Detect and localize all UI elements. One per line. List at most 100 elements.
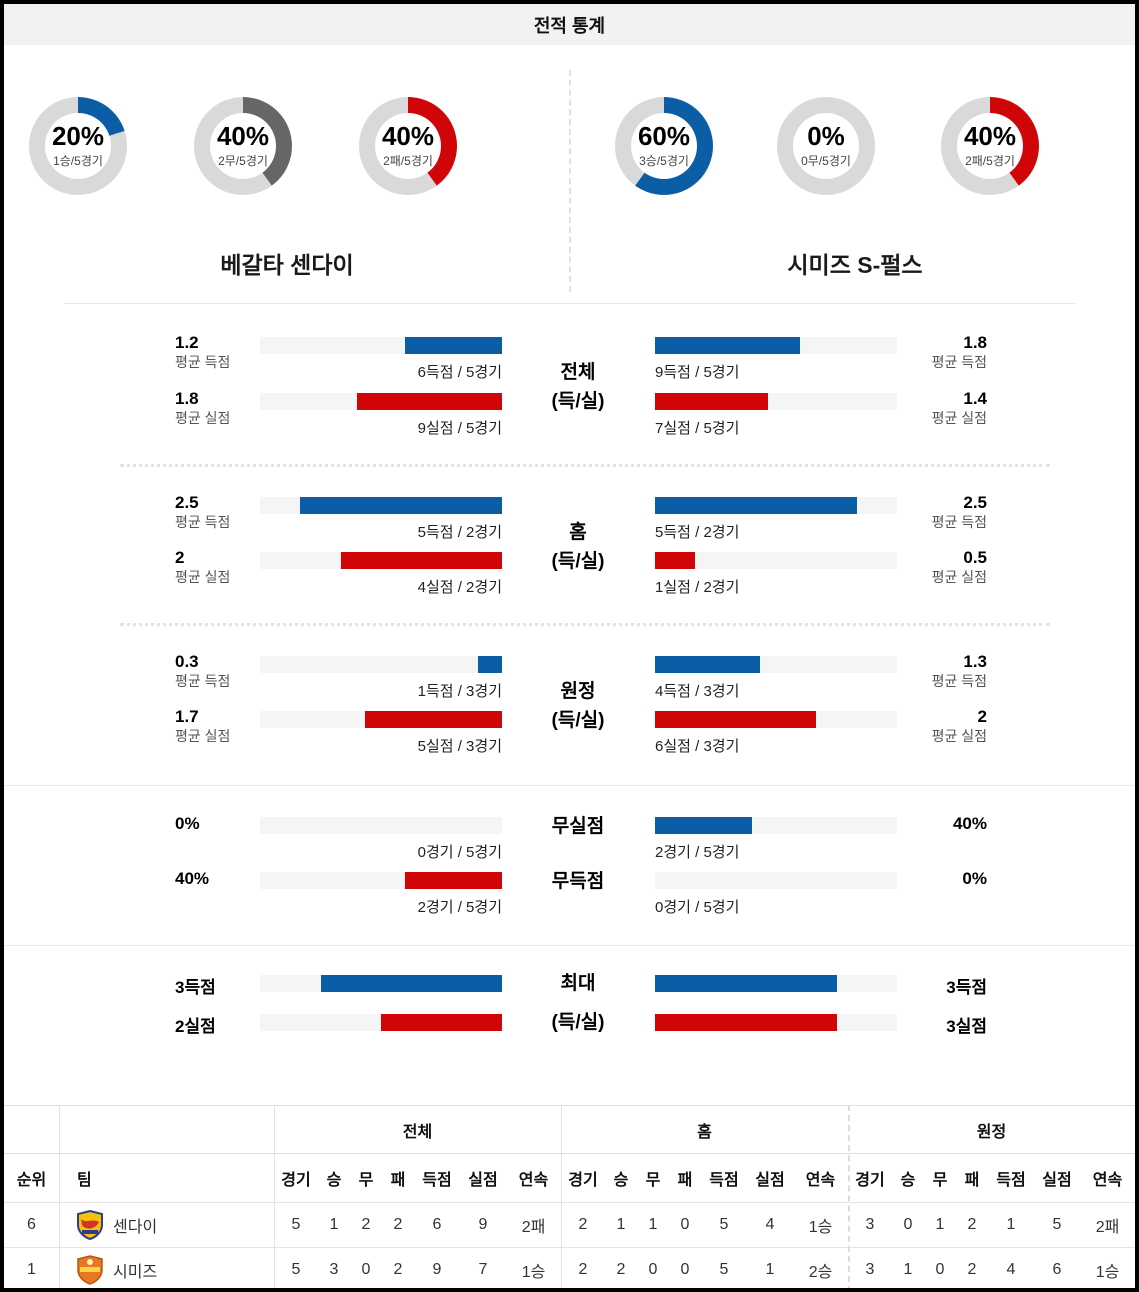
stat-cell: 실점 [468,1172,498,1189]
section-max-label: 최대 [560,973,596,994]
donut-home-loss: 40% 2패/5경기 [359,97,457,195]
away-max-conceded-label: 3실점 [946,1017,987,1036]
stat-cell: 경기 [568,1172,598,1189]
stat-cell: 승 [326,1172,342,1189]
stat-cell: 1승 [1095,1264,1120,1281]
donut-percent: 20% [51,121,105,151]
away-total-conceded-value: 1.4 평균 실점 [931,389,987,426]
home-max-scored-bar [260,975,502,992]
table-column-header-row: 순위 팀 경기 승 무 패 득점 실점 연속 경기 승 무 패 득점 실점 연속 경기 승 무 패 득점 실점 연속 [4,1153,1135,1202]
stat-cell: 9 [432,1261,442,1278]
team-link-shimizu[interactable]: 시미즈 [59,1255,274,1285]
section-away-label2: (득/실) [551,710,605,731]
stat-cell: 0 [680,1261,690,1278]
stat-cell: 승 [900,1172,916,1189]
separator [64,303,1075,304]
away-away-scored-sub: 4득점 / 3경기 [655,683,740,700]
panel-header: 전적 통계 [4,4,1135,45]
home-away-scored-bar [260,656,502,673]
home-away-scored-value: 0.3 평균 득점 [175,652,231,689]
stat-cell: 0 [361,1261,371,1278]
home-total-conceded-bar [260,393,502,410]
section-total-label2: (득/실) [551,391,605,412]
stat-cell: 0 [935,1261,945,1278]
table-divider [59,1105,60,1288]
stat-cell: 6 [432,1216,442,1233]
stat-cell: 3 [865,1261,875,1278]
stat-cell: 5 [1052,1216,1062,1233]
home-noscore-percent: 40% [175,869,210,888]
stat-cell: 1승 [808,1219,833,1236]
table-divider [274,1105,275,1288]
home-total-scored-bar [260,337,502,354]
donut-sublabel: 2패/5경기 [383,154,433,168]
rank-cell: 1 [27,1261,36,1278]
stat-cell: 1 [1006,1216,1016,1233]
away-total-conceded-bar [655,393,897,410]
away-noscore-percent: 0% [962,869,987,888]
stat-cell: 5 [719,1216,729,1233]
section-away-label: 원정 [560,681,596,702]
home-total-scored-value: 1.2 평균 득점 [175,333,231,370]
stat-cell: 2 [393,1261,403,1278]
team-name-cell: 시미즈 [113,1264,158,1281]
stat-cell: 1 [903,1261,913,1278]
stat-cell: 3 [865,1216,875,1233]
home-cleansheet-sub: 0경기 / 5경기 [417,844,502,861]
away-away-scored-bar [655,656,897,673]
dotted-separator [120,464,1050,467]
stat-cell: 5 [719,1261,729,1278]
stat-cell: 0 [648,1261,658,1278]
rank-header: 순위 [16,1172,47,1189]
stat-cell: 실점 [1042,1172,1072,1189]
stat-cell: 1 [329,1216,339,1233]
away-max-conceded-bar [655,1014,897,1031]
stat-cell: 패 [677,1172,693,1189]
away-max-scored-bar [655,975,897,992]
stat-cell: 2 [616,1261,626,1278]
away-away-scored-value: 1.3 평균 득점 [931,652,987,689]
away-cleansheet-sub: 2경기 / 5경기 [655,844,740,861]
stat-cell: 연속 [805,1172,836,1189]
home-max-conceded-bar [260,1014,502,1031]
away-home-conceded-bar [655,552,897,569]
stat-cell: 2패 [521,1219,546,1236]
donut-percent: 0% [807,121,845,151]
stat-cell: 무 [932,1172,948,1189]
section-max-label2: (득/실) [551,1012,605,1033]
team-header: 팀 [77,1172,92,1189]
center-divider [569,70,571,292]
away-team-name: 시미즈 S-펄스 [787,252,923,278]
away-total-scored-value: 1.8 평균 득점 [931,333,987,370]
table-row-shimizu: 1 시미즈 5 3 0 2 9 7 1승 2 2 0 0 5 1 2승 3 1 0 2 4 6 1승 [4,1247,1135,1288]
donut-sublabel: 2무/5경기 [218,154,268,168]
away-total-conceded-sub: 7실점 / 5경기 [655,420,740,437]
away-total-scored-sub: 9득점 / 5경기 [655,364,740,381]
stat-cell: 패 [964,1172,980,1189]
stat-cell: 연속 [518,1172,549,1189]
home-home-conceded-value: 2 평균 실점 [175,548,231,585]
stat-cell: 2 [967,1261,977,1278]
stat-cell: 득점 [422,1172,452,1189]
away-home-conceded-sub: 1실점 / 2경기 [655,579,740,596]
stat-cell: 패 [390,1172,406,1189]
stat-cell: 경기 [855,1172,885,1189]
stat-cell: 2패 [1095,1219,1120,1236]
stat-cell: 2승 [808,1264,833,1281]
section-total-label: 전체 [560,362,596,383]
cleansheet-label: 무실점 [551,816,605,837]
home-home-scored-value: 2.5 평균 득점 [175,493,231,530]
team-link-sendai[interactable]: 센다이 [59,1210,274,1240]
stat-cell: 실점 [755,1172,785,1189]
home-cleansheet-bar [260,817,502,834]
stat-cell: 1 [648,1216,658,1233]
table-divider [561,1105,562,1288]
stat-cell: 5 [291,1216,301,1233]
away-cleansheet-bar [655,817,897,834]
section-home-label: 홈 [569,522,587,543]
home-home-scored-sub: 5득점 / 2경기 [417,524,502,541]
standings-table: 전체 홈 원정 순위 팀 경기 승 무 패 득점 실점 연속 경기 승 무 패 득점 실점 연속 경기 승 무 패… [4,1105,1135,1288]
donut-away-loss: 40% 2패/5경기 [941,97,1039,195]
stat-cell: 0 [680,1216,690,1233]
